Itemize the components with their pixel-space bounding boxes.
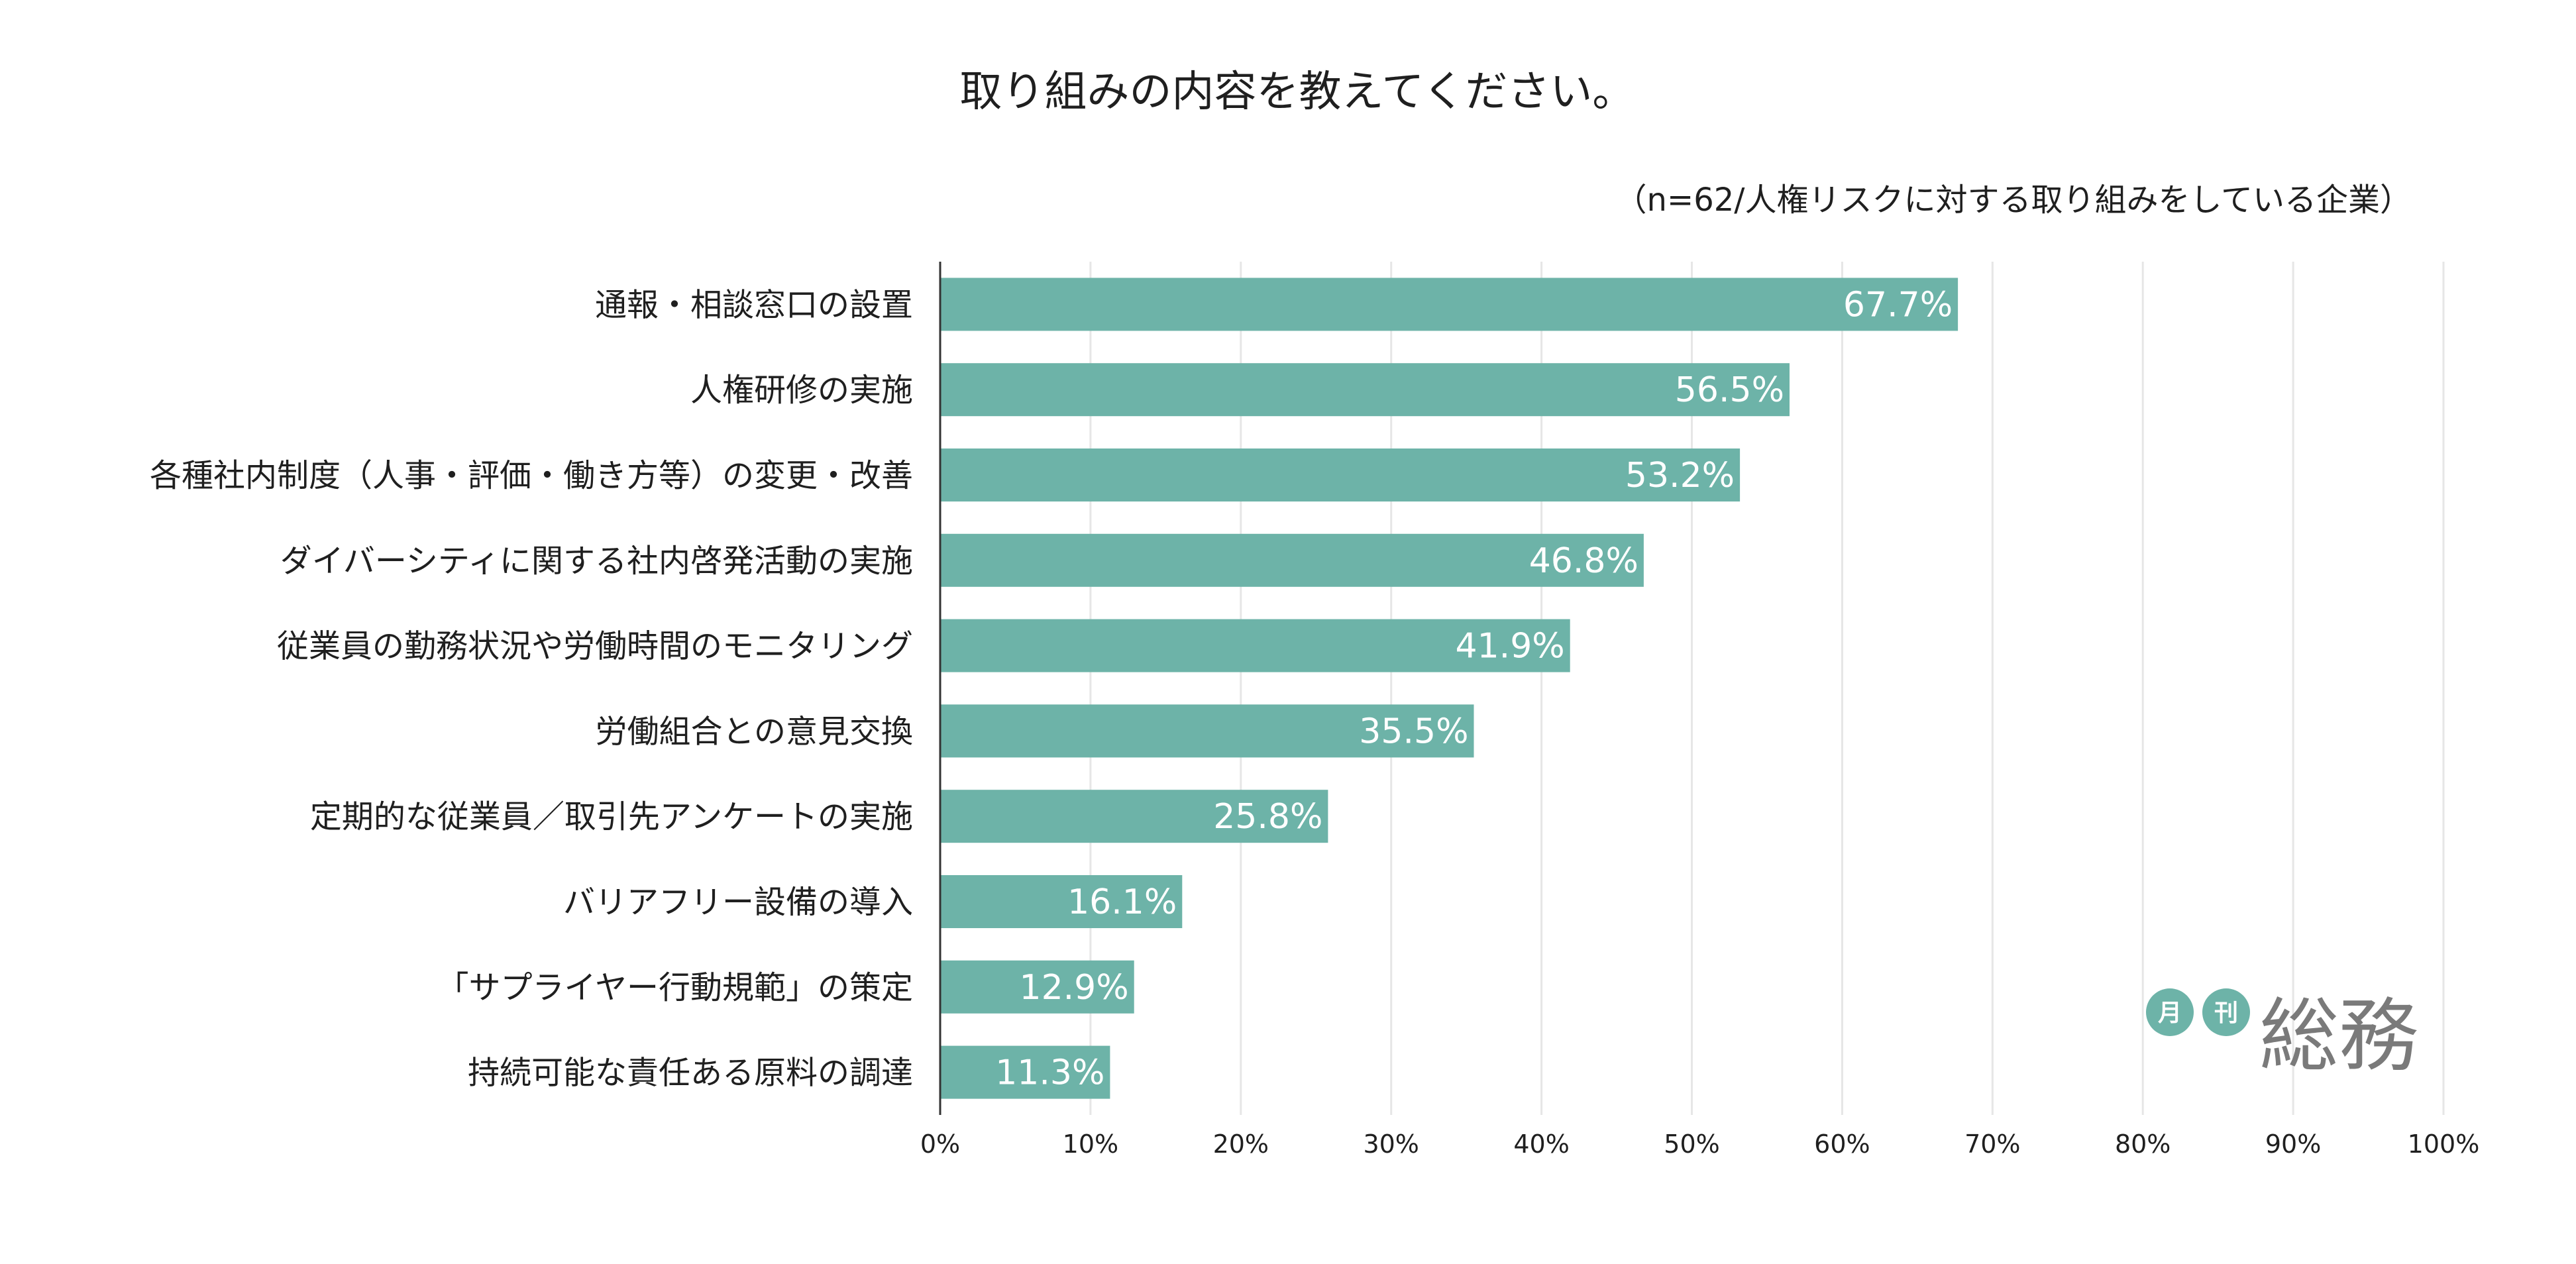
bar-value-label: 11.3%: [995, 1053, 1104, 1093]
sample-note: （n=62/人権リスクに対する取り組みをしている企業）: [1615, 182, 2412, 219]
chart-title: 取り組みの内容を教えてください。: [960, 68, 1635, 117]
bar: [940, 533, 1644, 587]
category-label: 労働組合との意見交換: [595, 713, 913, 750]
logo-circle-1: [2146, 988, 2194, 1036]
bar: [940, 875, 1183, 928]
x-tick-label: 20%: [1213, 1130, 1269, 1159]
bar-value-label: 46.8%: [1529, 541, 1638, 581]
x-tick-label: 60%: [1814, 1130, 1870, 1159]
x-tick-label: 10%: [1063, 1130, 1118, 1159]
logo-char-1: 月: [2158, 1000, 2182, 1027]
logo: 月 刊 総務: [2146, 988, 2418, 1082]
bar-value-label: 56.5%: [1675, 370, 1784, 410]
bar: [940, 790, 1328, 843]
x-tick-label: 50%: [1664, 1130, 1719, 1159]
bar-value-label: 35.5%: [1359, 711, 1468, 751]
bar-value-label: 41.9%: [1456, 627, 1565, 666]
bar: [940, 363, 1790, 417]
x-tick-label: 90%: [2265, 1130, 2321, 1159]
category-label: バリアフリー設備の導入: [563, 884, 913, 921]
bars: 67.7% 56.5% 53.2% 46.8% 41.9% 35.5% 25.8% 16.1%…: [940, 278, 1959, 1099]
bar-value-label: 16.1%: [1067, 882, 1177, 922]
x-axis-ticks: 0% 10% 20% 30% 40% 50% 60% 70% 80% 90% 100%: [920, 1130, 2479, 1159]
category-label: ダイバーシティに関する社内啓発活動の実施: [280, 543, 913, 580]
bar: [940, 1045, 1110, 1099]
x-tick-label: 100%: [2408, 1130, 2480, 1159]
logo-circle-2: [2202, 988, 2250, 1036]
category-label: 人権研修の実施: [690, 372, 913, 409]
bar: [940, 619, 1570, 672]
category-label: 定期的な従業員／取引先アンケートの実施: [310, 798, 913, 835]
bar-value-label: 12.9%: [1019, 968, 1128, 1008]
category-label: 持続可能な責任ある原料の調達: [468, 1055, 913, 1092]
bar-value-label: 25.8%: [1213, 797, 1322, 837]
category-labels: 通報・相談窓口の設置人権研修の実施各種社内制度（人事・評価・働き方等）の変更・改…: [150, 286, 913, 1091]
x-tick-label: 80%: [2115, 1130, 2171, 1159]
logo-main-text: 総務: [2259, 990, 2418, 1082]
bar: [940, 278, 1959, 331]
x-tick-label: 70%: [1964, 1130, 2020, 1159]
x-tick-label: 0%: [920, 1130, 960, 1159]
category-label: 各種社内制度（人事・評価・働き方等）の変更・改善: [150, 457, 913, 494]
bar-value-label: 67.7%: [1843, 285, 1953, 325]
category-label: 通報・相談窓口の設置: [595, 286, 913, 323]
bar-value-label: 53.2%: [1625, 456, 1735, 496]
logo-char-2: 刊: [2214, 1000, 2238, 1027]
bar: [940, 448, 1741, 501]
category-label: 従業員の勤務状況や労働時間のモニタリング: [277, 628, 913, 665]
bar: [940, 704, 1474, 758]
x-tick-label: 40%: [1513, 1130, 1569, 1159]
bar: [940, 960, 1134, 1014]
x-tick-label: 30%: [1363, 1130, 1419, 1159]
category-label: 「サプライヤー行動規範」の策定: [437, 969, 913, 1006]
